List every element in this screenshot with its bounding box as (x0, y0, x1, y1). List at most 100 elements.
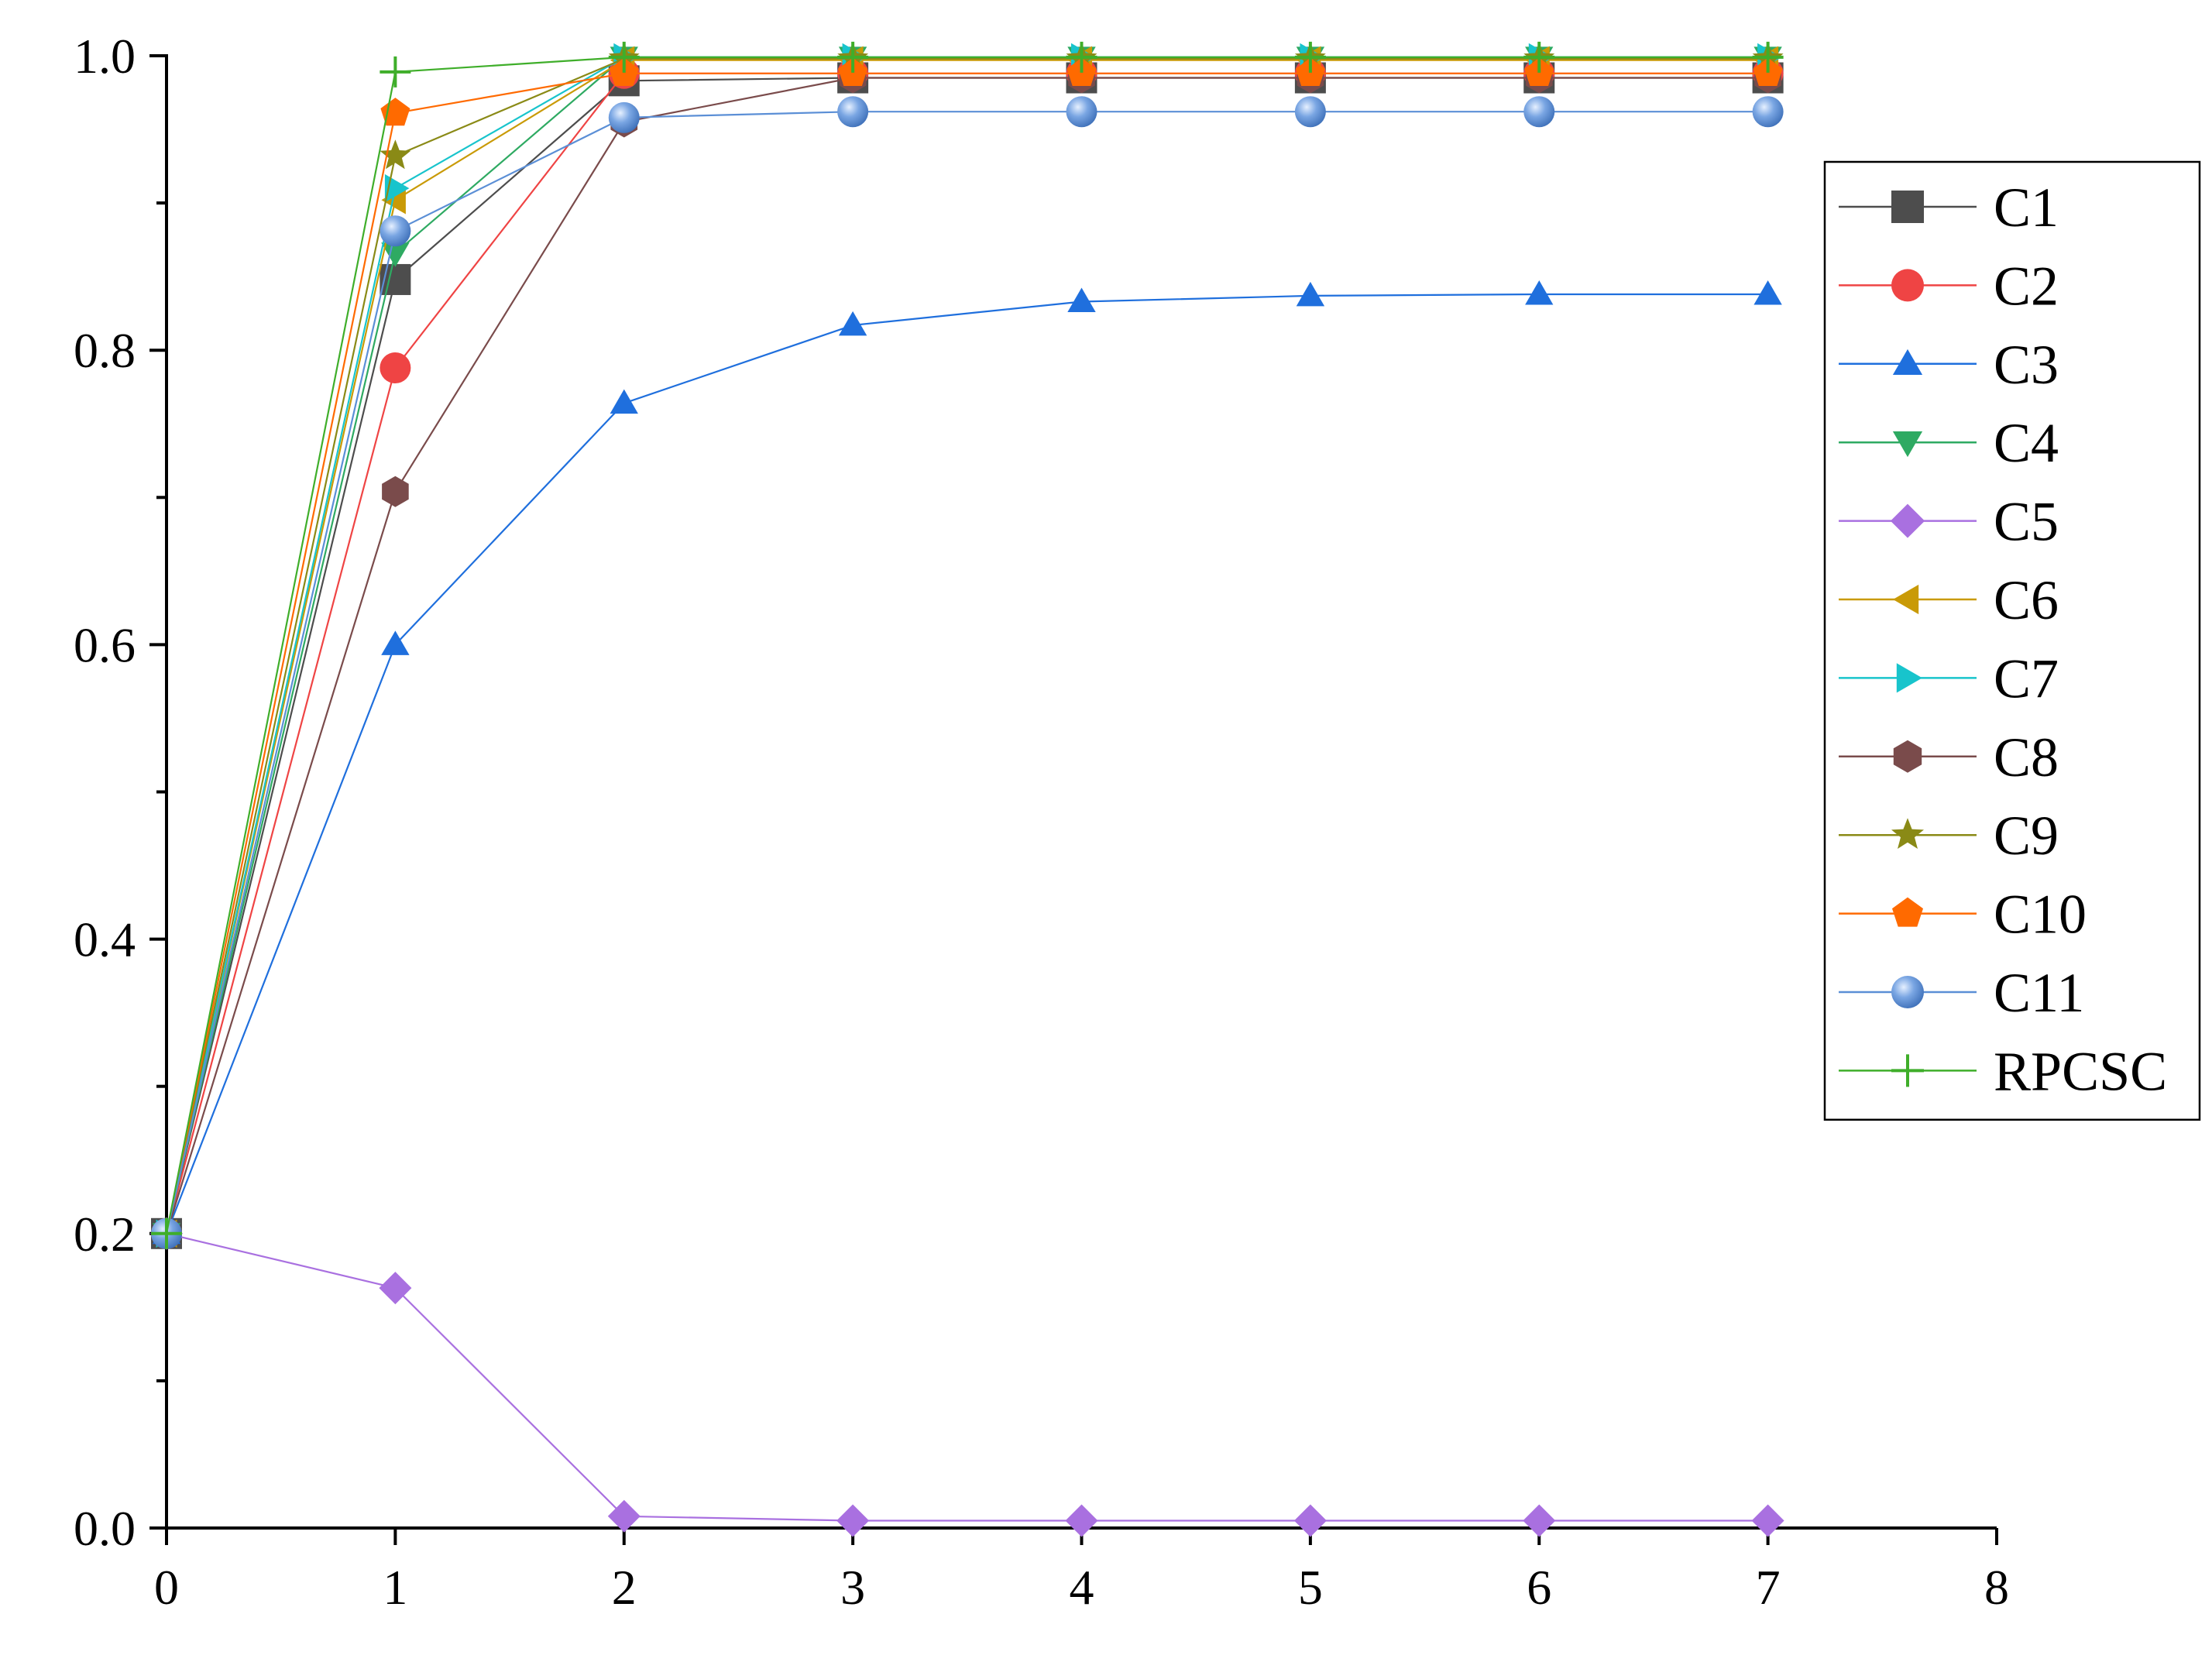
data-point-rpcsc (608, 41, 640, 73)
x-tick-label: 0 (154, 1560, 179, 1615)
legend-marker (1891, 976, 1924, 1008)
legend-marker (1893, 584, 1919, 615)
legend-entry-c9: C9 (1839, 805, 2059, 867)
legend-entry-c11: C11 (1839, 962, 2084, 1024)
data-point-c3 (381, 630, 410, 655)
legend-label: C7 (1994, 647, 2059, 709)
legend-label: C5 (1994, 491, 2059, 553)
data-point-c5 (1523, 1504, 1556, 1537)
data-point-c8 (382, 476, 409, 507)
data-point-c11 (1752, 96, 1784, 128)
series-line-rpcsc (165, 56, 1768, 1234)
legend-label: C10 (1994, 884, 2087, 946)
legend-label: C8 (1994, 726, 2059, 788)
data-point-c4 (381, 242, 410, 267)
legend-marker (1892, 431, 1923, 458)
data-point-rpcsc (1752, 41, 1784, 73)
data-point-c5 (1065, 1504, 1098, 1537)
x-tick-label: 1 (383, 1560, 407, 1615)
series-c3 (152, 280, 1782, 1245)
data-point-c11 (837, 96, 869, 128)
series-line-c6 (165, 59, 1768, 1234)
data-point-c5 (607, 1499, 641, 1533)
legend-entry-c3: C3 (1839, 334, 2059, 396)
legend-label: C9 (1994, 805, 2059, 867)
data-point-c5 (379, 1272, 412, 1305)
legend-marker (1891, 818, 1924, 849)
series-line-c10 (165, 72, 1768, 1234)
y-tick-label: 0.6 (74, 617, 136, 672)
y-tick-label: 0.0 (74, 1501, 136, 1556)
legend-marker (1892, 897, 1923, 927)
legend-entry-c6: C6 (1839, 569, 2059, 631)
legend-marker (1891, 191, 1924, 223)
legend-entry-c1: C1 (1839, 177, 2059, 239)
legend-marker (1891, 269, 1924, 302)
legend-marker (1893, 740, 1922, 773)
x-tick-label: 8 (1984, 1560, 2009, 1615)
legend-entry-c4: C4 (1839, 412, 2059, 474)
data-point-c3 (610, 389, 638, 414)
legend-label: C2 (1994, 255, 2059, 317)
x-tick-label: 6 (1527, 1560, 1551, 1615)
legend-entry-rpcsc: RPCSC (1839, 1040, 2167, 1102)
series-line-c11 (165, 111, 1768, 1234)
data-point-c10 (380, 98, 410, 126)
series-line-c9 (165, 57, 1768, 1234)
data-point-rpcsc (1066, 41, 1097, 73)
data-point-rpcsc (1523, 41, 1555, 73)
data-point-rpcsc (380, 56, 411, 88)
x-tick-label: 7 (1756, 1560, 1781, 1615)
data-point-c3 (1753, 280, 1782, 305)
legend-entry-c8: C8 (1839, 726, 2059, 788)
legend-marker (1890, 503, 1925, 538)
data-point-c11 (1523, 96, 1555, 128)
legend-marker (1891, 1054, 1924, 1087)
data-point-c5 (1751, 1504, 1784, 1537)
y-tick-label: 1.0 (74, 29, 136, 84)
data-point-c3 (1296, 281, 1325, 307)
legend: C1 C2 C3 C4 C5 C6 C7 C8 C9 C10 C11 RPCSC (1823, 160, 2201, 1121)
data-point-rpcsc (1294, 41, 1326, 73)
legend-label: C1 (1994, 177, 2059, 239)
data-point-rpcsc (837, 41, 869, 73)
x-tick-label: 3 (840, 1560, 865, 1615)
data-point-c5 (836, 1504, 870, 1537)
data-point-rpcsc (151, 1217, 182, 1249)
axes: 0 1 2 3 4 5 6 7 8 0.0 0.2 0.4 0.6 0.8 1.0 (74, 29, 2009, 1615)
data-point-c2 (380, 352, 411, 384)
data-point-c3 (838, 311, 867, 336)
data-point-c11 (380, 215, 411, 247)
legend-box (1823, 160, 2201, 1121)
legend-marker (1892, 349, 1923, 375)
x-tick-label: 4 (1070, 1560, 1094, 1615)
series-line-c5 (166, 1232, 1768, 1522)
legend-label: C6 (1994, 569, 2059, 631)
series-line-c8 (165, 77, 1768, 1234)
data-point-c3 (1067, 287, 1096, 312)
legend-entry-c5: C5 (1839, 491, 2059, 553)
series-c5 (150, 1217, 1784, 1537)
x-tick-label: 2 (612, 1560, 637, 1615)
series-line-c3 (165, 293, 1768, 1234)
legend-entry-c2: C2 (1839, 255, 2059, 317)
data-point-c5 (1293, 1504, 1327, 1537)
data-point-c9 (380, 139, 411, 170)
y-tick-label: 0.2 (74, 1207, 136, 1262)
legend-label: C4 (1994, 412, 2059, 474)
data-point-c11 (1066, 96, 1097, 128)
data-point-c11 (1294, 96, 1326, 128)
y-tick-label: 0.4 (74, 912, 136, 967)
series-lines (150, 41, 1784, 1537)
y-tick-label: 0.8 (74, 323, 136, 378)
series-rpcsc (151, 41, 1784, 1249)
legend-label: C11 (1994, 962, 2084, 1024)
x-tick-label: 5 (1298, 1560, 1323, 1615)
series-line-c1 (165, 77, 1768, 1234)
legend-entry-c7: C7 (1839, 647, 2059, 709)
legend-entry-c10: C10 (1839, 884, 2087, 946)
data-point-c3 (1525, 280, 1554, 305)
legend-label: C3 (1994, 334, 2059, 396)
legend-label: RPCSC (1994, 1040, 2167, 1102)
